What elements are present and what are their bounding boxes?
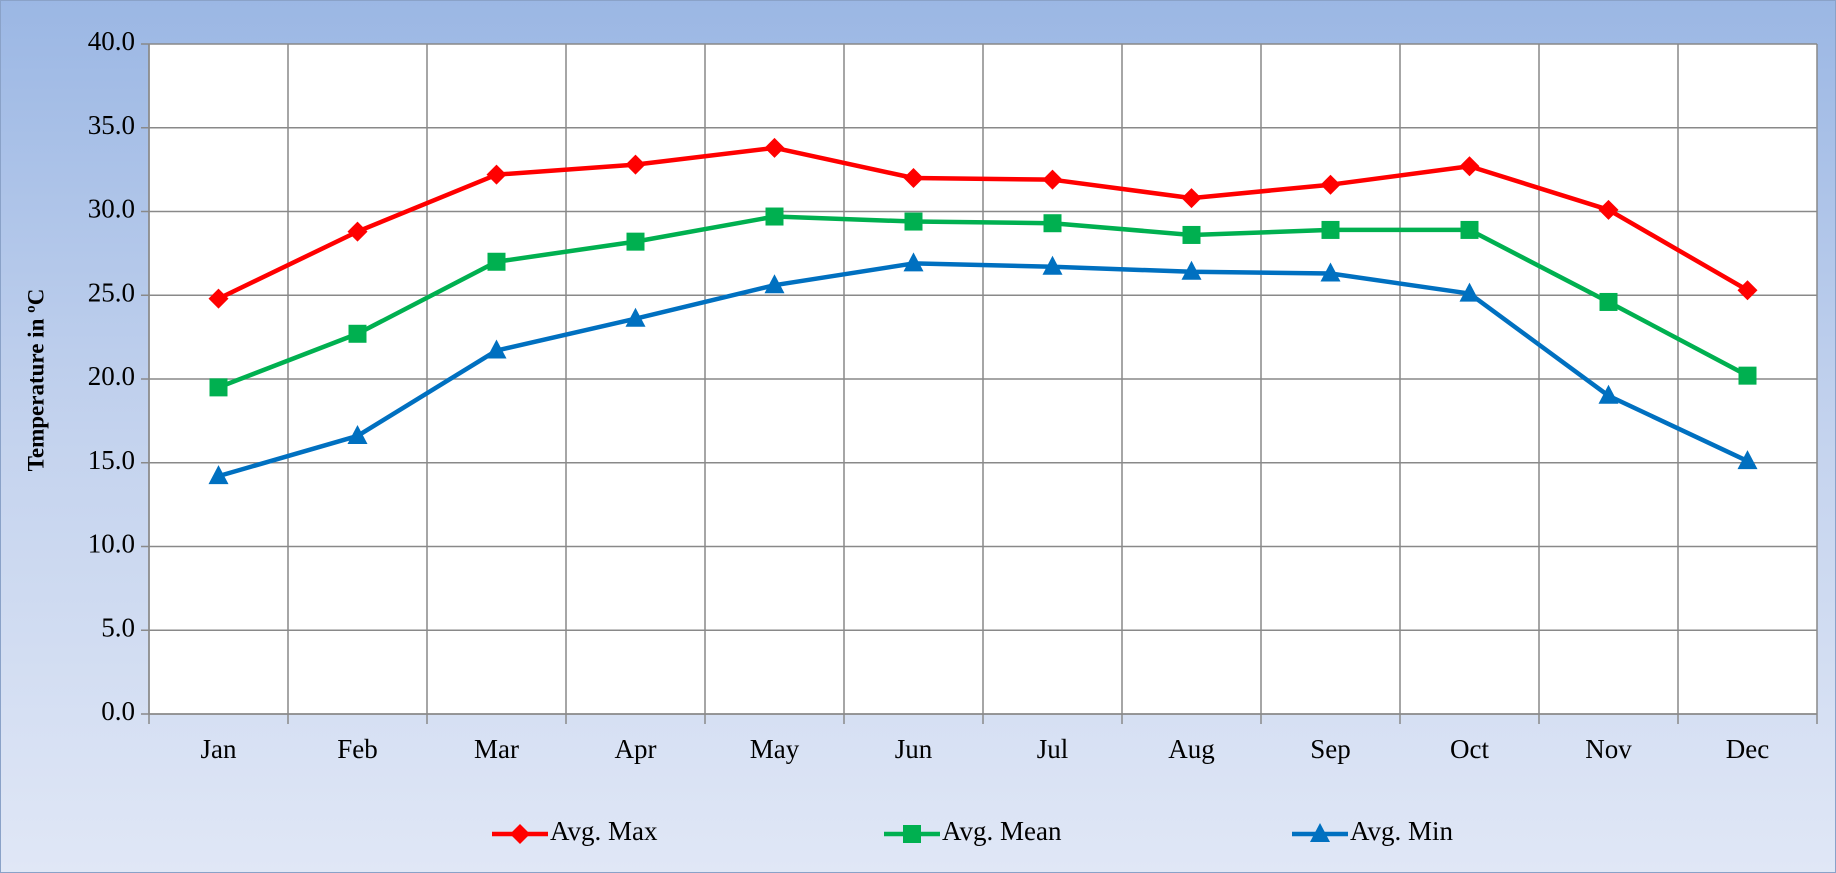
x-tick-label: Aug bbox=[1168, 734, 1215, 764]
x-tick-label: Sep bbox=[1310, 734, 1351, 764]
y-tick-label: 35.0 bbox=[88, 110, 135, 140]
x-tick-label: Mar bbox=[474, 734, 519, 764]
x-tick-label: Feb bbox=[337, 734, 378, 764]
data-point bbox=[626, 232, 645, 251]
data-point bbox=[764, 137, 785, 158]
y-tick-label: 10.0 bbox=[88, 529, 135, 559]
data-point bbox=[1598, 384, 1619, 404]
legend-marker bbox=[510, 824, 530, 844]
data-point bbox=[347, 424, 368, 444]
y-tick-label: 20.0 bbox=[88, 361, 135, 391]
data-point bbox=[1737, 280, 1758, 301]
y-tick-label: 15.0 bbox=[88, 445, 135, 475]
data-point bbox=[1181, 260, 1202, 280]
legend-marker bbox=[903, 825, 921, 843]
data-point bbox=[1042, 255, 1063, 275]
data-point bbox=[209, 378, 228, 397]
data-point bbox=[625, 154, 646, 175]
data-point bbox=[903, 252, 924, 272]
data-point bbox=[486, 164, 507, 185]
data-point bbox=[903, 168, 924, 188]
data-point bbox=[1042, 169, 1063, 190]
y-tick-label: 0.0 bbox=[101, 696, 135, 726]
data-point bbox=[348, 324, 367, 343]
x-tick-label: Oct bbox=[1450, 734, 1489, 764]
y-tick-label: 25.0 bbox=[88, 277, 135, 307]
data-point bbox=[1459, 156, 1480, 177]
data-point bbox=[765, 207, 784, 226]
x-tick-label: Dec bbox=[1726, 734, 1769, 764]
y-axis-title: Temperature in ºC bbox=[23, 289, 48, 472]
data-point bbox=[1459, 282, 1480, 302]
data-point bbox=[1181, 188, 1202, 209]
y-tick-label: 30.0 bbox=[88, 194, 135, 224]
data-point bbox=[1320, 262, 1341, 282]
data-point bbox=[625, 307, 646, 327]
data-point bbox=[1321, 220, 1340, 239]
legend-label: Avg. Mean bbox=[942, 816, 1062, 846]
x-tick-label: Nov bbox=[1585, 734, 1632, 764]
data-point bbox=[904, 212, 923, 231]
data-point bbox=[1182, 225, 1201, 244]
data-point bbox=[1043, 214, 1062, 233]
x-tick-label: Jan bbox=[201, 734, 237, 764]
data-point bbox=[486, 339, 507, 359]
data-point bbox=[1738, 366, 1757, 385]
data-point bbox=[1737, 450, 1758, 470]
data-point bbox=[1599, 292, 1618, 311]
data-point bbox=[487, 252, 506, 271]
x-tick-label: Jun bbox=[895, 734, 933, 764]
data-point bbox=[208, 465, 229, 485]
series-line bbox=[217, 145, 1749, 301]
y-tick-label: 5.0 bbox=[101, 612, 135, 642]
legend-label: Avg. Min bbox=[1350, 816, 1454, 846]
data-point bbox=[1598, 199, 1619, 220]
x-tick-label: Jul bbox=[1037, 734, 1069, 764]
data-point bbox=[347, 221, 368, 242]
data-point bbox=[1320, 174, 1341, 195]
data-point bbox=[764, 274, 785, 294]
legend-marker bbox=[1310, 823, 1330, 842]
y-tick-label: 40.0 bbox=[88, 26, 135, 56]
series-line bbox=[217, 261, 1749, 479]
data-point bbox=[208, 288, 229, 309]
legend-label: Avg. Max bbox=[550, 816, 658, 846]
data-point bbox=[1460, 220, 1479, 239]
series-line bbox=[217, 214, 1749, 390]
x-tick-label: Apr bbox=[615, 734, 657, 764]
x-tick-label: May bbox=[750, 734, 800, 764]
